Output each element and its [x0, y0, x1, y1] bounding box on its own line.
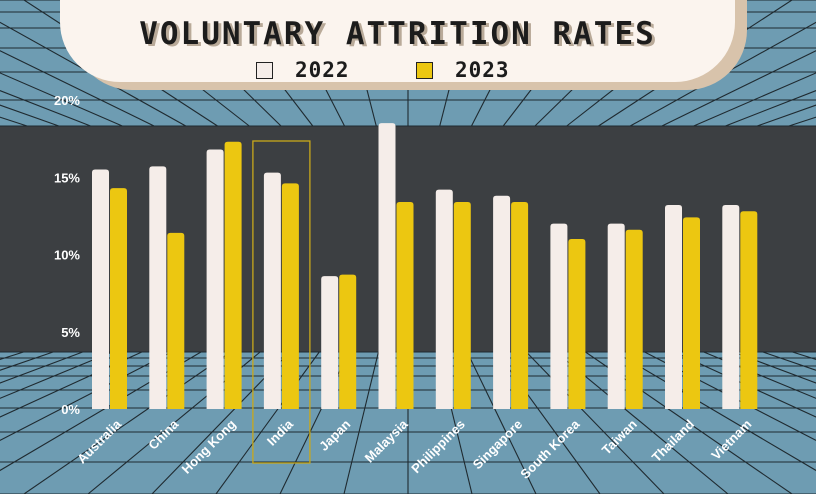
bar-2023-japan — [339, 274, 357, 409]
x-tick-label: Japan — [316, 416, 353, 453]
x-tick-label: Thailand — [649, 416, 697, 464]
bar-2023-china — [167, 232, 185, 409]
chart-title: VOLUNTARY ATTRITION RATES — [139, 16, 656, 52]
floor-grid-v-line — [343, 351, 379, 494]
bar-2022-taiwan — [607, 223, 625, 409]
bar-2022-japan — [321, 276, 339, 409]
bar-2022-south-korea — [550, 223, 568, 409]
bar-2022-vietnam — [722, 205, 740, 409]
legend-label-2023: 2023 — [455, 58, 510, 82]
ceiling-grid-v-line — [0, 50, 155, 127]
x-tick-label: South Korea — [517, 416, 583, 482]
bar-2022-hong-kong — [206, 149, 224, 409]
floor-grid-v-line — [0, 351, 83, 384]
bar-2023-vietnam — [740, 211, 758, 409]
bar-2023-india — [281, 183, 299, 409]
x-tick-label: India — [264, 416, 297, 449]
ceiling-grid-v-line — [661, 50, 816, 127]
legend-swatch-2023 — [416, 61, 433, 79]
ceiling-grid-v-line — [725, 90, 816, 127]
floor-grid-v-line — [466, 351, 537, 494]
ceiling-grid-v-line — [0, 21, 187, 127]
x-tick-label: China — [145, 416, 182, 453]
x-tick-label: Vietnam — [708, 417, 754, 463]
floor-grid-v-line — [215, 351, 320, 494]
bar-2023-south-korea — [568, 239, 586, 409]
floor-grid-v-line — [525, 351, 665, 494]
floor-grid-v-line — [0, 351, 113, 399]
bar-2023-singapore — [511, 201, 529, 409]
ceiling-grid-v-line — [693, 72, 816, 127]
bar-2022-thailand — [665, 205, 682, 409]
x-tick-label: Malaysia — [362, 416, 411, 465]
bar-2022-australia — [92, 169, 109, 409]
title-card — [60, 0, 735, 82]
bar-2022-china — [149, 166, 167, 409]
x-tick-label: Singapore — [470, 417, 526, 473]
legend-label-2022: 2022 — [295, 58, 350, 82]
legend-item-2023: 2023 — [416, 58, 510, 82]
bar-2022-malaysia — [378, 123, 396, 410]
legend-swatch-2022 — [256, 61, 273, 79]
bar-2023-philippines — [453, 201, 471, 409]
bar-2022-india — [263, 172, 281, 409]
floor-grid-v-line — [23, 351, 231, 494]
highlight-box-india — [252, 140, 311, 464]
floor-grid-v-line — [733, 351, 816, 384]
x-tick-label: Taiwan — [599, 416, 640, 457]
y-tick-label: 10% — [54, 248, 80, 263]
bar-2023-thailand — [683, 217, 700, 409]
floor-grid-v-line — [703, 351, 816, 399]
x-tick-label: Australia — [74, 416, 124, 466]
bar-2023-taiwan — [625, 229, 643, 409]
bar-2022-singapore — [493, 195, 511, 409]
floor-grid-v-line — [0, 351, 143, 418]
legend-item-2022: 2022 — [256, 58, 350, 82]
x-tick-label: Philippines — [408, 417, 468, 477]
y-tick-label: 0% — [61, 402, 80, 417]
ceiling-grid-v-line — [0, 72, 123, 127]
bar-2023-hong-kong — [224, 141, 242, 409]
bar-2023-australia — [110, 188, 127, 409]
y-tick-label: 20% — [54, 93, 80, 108]
ceiling-grid-v-line — [629, 21, 816, 127]
bar-2023-malaysia — [396, 201, 414, 409]
x-tick-label: Hong Kong — [179, 416, 239, 476]
y-tick-label: 15% — [54, 170, 80, 185]
ceiling-grid-v-line — [0, 90, 91, 127]
y-tick-label: 5% — [61, 325, 80, 340]
bar-2022-philippines — [435, 189, 453, 409]
